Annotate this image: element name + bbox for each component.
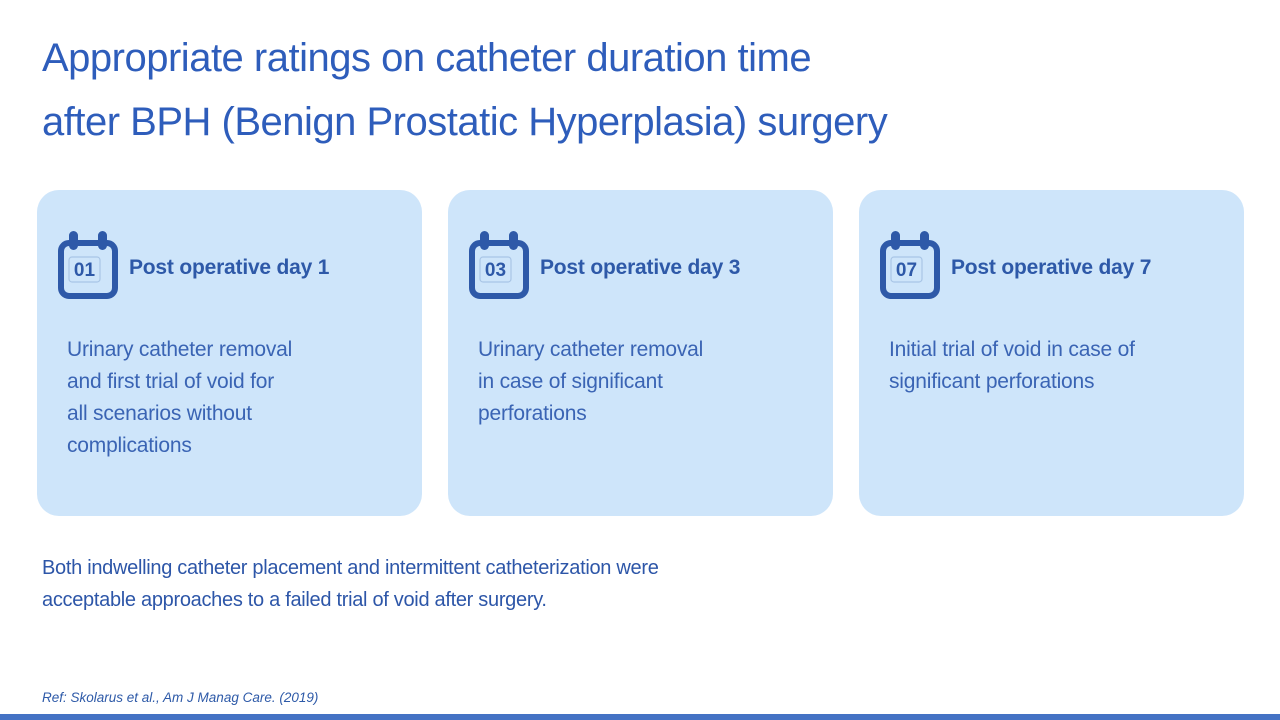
calendar-icon: 03 bbox=[468, 230, 530, 300]
reference-citation: Ref: Skolarus et al., Am J Manag Care. (… bbox=[42, 690, 319, 705]
card-heading: Post operative day 7 bbox=[951, 256, 1152, 279]
page-title-line2: after BPH (Benign Prostatic Hyperplasia)… bbox=[42, 100, 888, 144]
card-body-text: Urinary catheter removal and first trial… bbox=[67, 338, 293, 457]
calendar-day-number: 07 bbox=[896, 260, 917, 281]
summary-note: Both indwelling catheter placement and i… bbox=[42, 557, 659, 611]
card-post-op-day-7: 07 Post operative day 7 Initial trial of… bbox=[859, 190, 1244, 516]
card-body-text: Initial trial of void in case of signifi… bbox=[889, 338, 1135, 393]
page-title-line1: Appropriate ratings on catheter duration… bbox=[42, 36, 812, 80]
card-heading: Post operative day 1 bbox=[129, 256, 330, 279]
bottom-accent-bar bbox=[0, 714, 1280, 720]
calendar-icon: 01 bbox=[57, 230, 119, 300]
card-body-text: Urinary catheter removal in case of sign… bbox=[478, 338, 704, 425]
calendar-day-number: 03 bbox=[485, 260, 506, 281]
card-heading: Post operative day 3 bbox=[540, 256, 741, 279]
card-post-op-day-1: 01 Post operative day 1 Urinary catheter… bbox=[37, 190, 422, 516]
calendar-day-number: 01 bbox=[74, 260, 96, 281]
card-header: 03 Post operative day 3 bbox=[468, 230, 809, 300]
card-header: 01 Post operative day 1 bbox=[57, 230, 398, 300]
card-post-op-day-3: 03 Post operative day 3 Urinary catheter… bbox=[448, 190, 833, 516]
card-header: 07 Post operative day 7 bbox=[879, 230, 1220, 300]
card-row: 01 Post operative day 1 Urinary catheter… bbox=[37, 190, 1244, 516]
calendar-icon: 07 bbox=[879, 230, 941, 300]
page-title: Appropriate ratings on catheter duration… bbox=[42, 26, 888, 154]
